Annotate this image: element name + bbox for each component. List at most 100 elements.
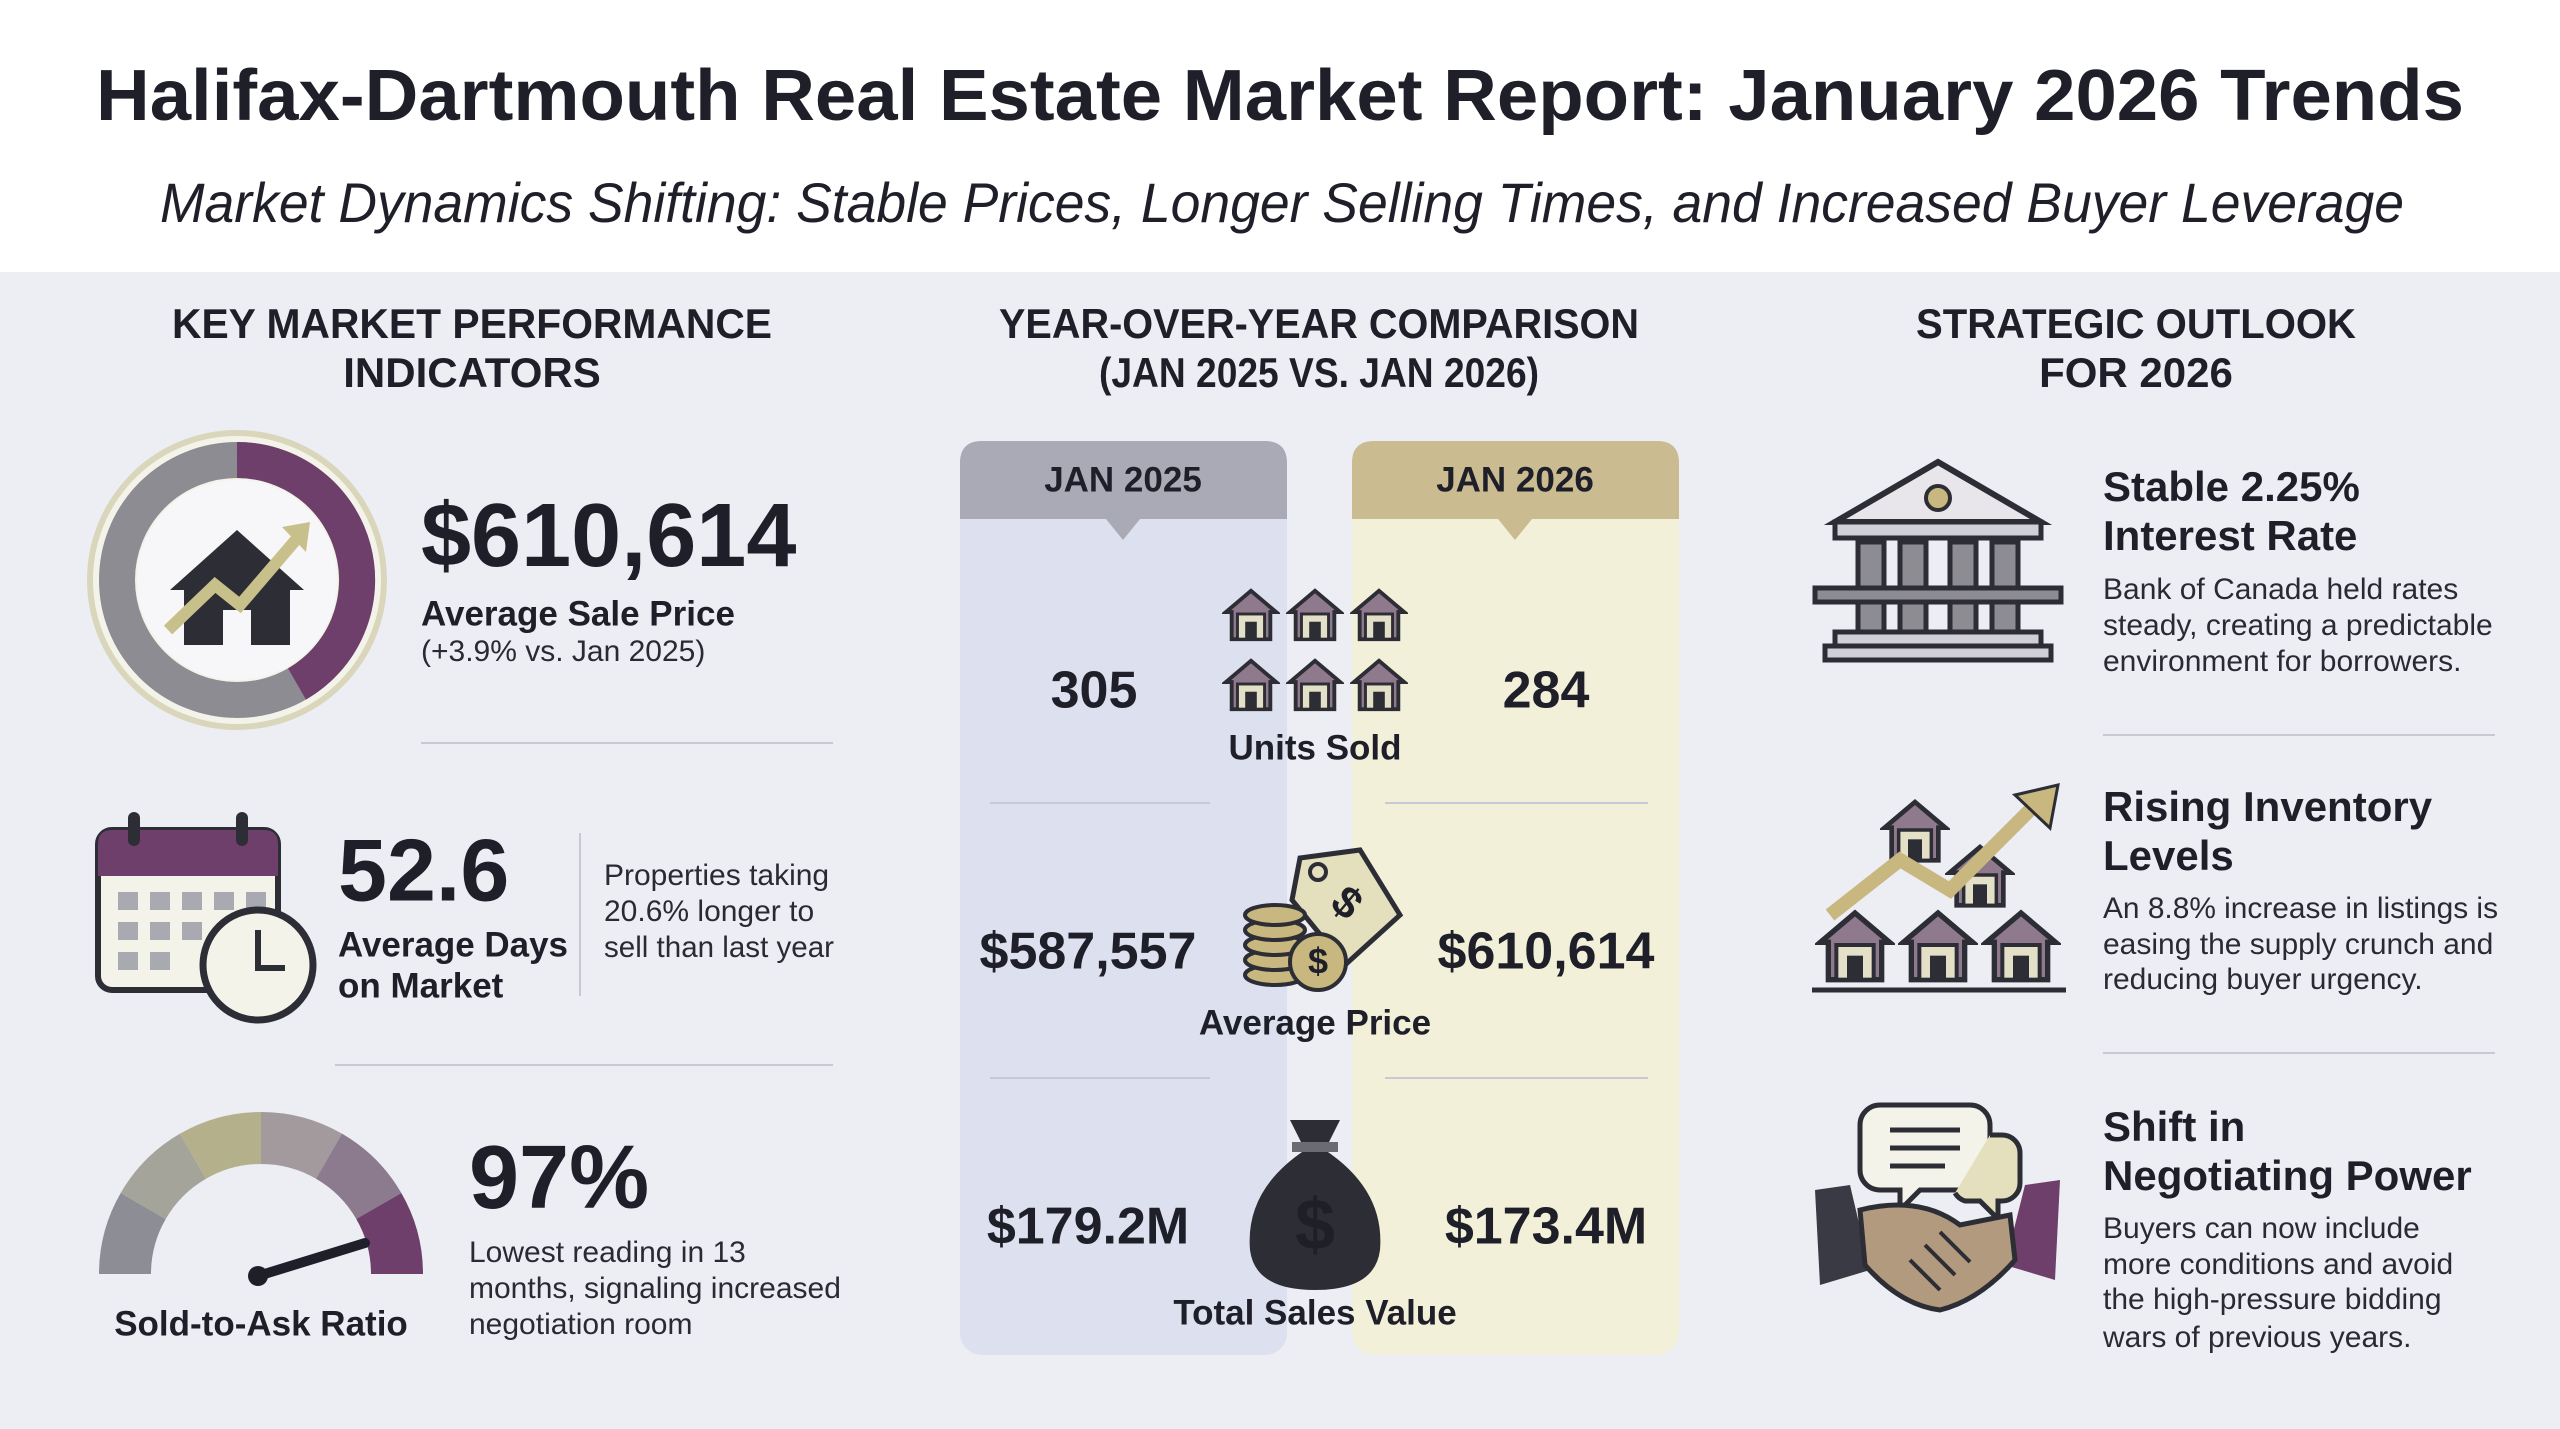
icon-shape xyxy=(355,1193,423,1275)
icon-shape xyxy=(99,1112,423,1275)
rows-values: $179.2M xyxy=(987,1198,1189,1256)
icon-shape xyxy=(1288,932,1348,992)
rows-label: Average Price xyxy=(1199,1003,1431,1042)
icon-shape xyxy=(1820,913,1889,980)
days-note: Properties taking xyxy=(604,859,829,892)
rows-label: Total Sales Value xyxy=(1173,1293,1456,1332)
items-text: reducing buyer urgency. xyxy=(2103,963,2423,996)
outlook-heading: STRATEGIC OUTLOOK xyxy=(1916,300,2356,347)
icon-shape xyxy=(1287,658,1343,712)
icon-shape xyxy=(182,922,202,940)
comparison-columns: JAN 2026 xyxy=(1436,460,1594,499)
icon-shape xyxy=(118,922,138,940)
icon-shape: $ xyxy=(1308,941,1328,982)
icon-shape xyxy=(1352,441,1679,540)
icon-shape xyxy=(1908,1230,1972,1292)
icon-shape xyxy=(1815,1185,1870,1285)
icon-shape xyxy=(99,1193,167,1275)
icon-shape xyxy=(315,1133,402,1220)
icon-shape xyxy=(282,522,310,552)
icon-shape xyxy=(236,812,248,846)
divider xyxy=(253,1238,370,1281)
rows-values: $173.4M xyxy=(1445,1198,1647,1256)
items-text: Bank of Canada held rates xyxy=(2103,573,2458,606)
icon-shape xyxy=(214,892,234,910)
days-note: sell than last year xyxy=(604,931,834,964)
icon-shape xyxy=(170,530,304,645)
icon-shape xyxy=(248,1266,268,1286)
items-text: Buyers can now include xyxy=(2103,1212,2420,1245)
items-text: steady, creating a predictable xyxy=(2103,609,2493,642)
icon-shape xyxy=(118,892,266,970)
icon-shape xyxy=(1243,903,1307,927)
icon-shape xyxy=(246,892,266,910)
days-value: 52.6 xyxy=(338,820,509,919)
items-text: environment for borrowers. xyxy=(2103,645,2461,678)
rows-values: $587,557 xyxy=(980,923,1197,981)
icon-shape xyxy=(2011,783,2060,831)
icon-shape xyxy=(1903,913,1972,980)
icon-shape xyxy=(1890,1127,1960,1169)
comparison-subheading: (JAN 2025 VS. JAN 2026) xyxy=(1099,349,1539,396)
icon-shape xyxy=(260,1112,342,1180)
icon-shape xyxy=(1308,862,1328,882)
days-note: 20.6% longer to xyxy=(604,895,814,928)
items-text: easing the supply crunch and xyxy=(2103,928,2493,961)
icon-shape xyxy=(150,892,170,910)
rows-values: 305 xyxy=(1051,662,1138,720)
icon-shape xyxy=(118,892,138,910)
rows-values: $610,614 xyxy=(1438,923,1655,981)
header-subtitle: Market Dynamics Shifting: Stable Prices,… xyxy=(160,171,2404,234)
kpi-heading: INDICATORS xyxy=(343,349,600,396)
price-note: (+3.9% vs. Jan 2025) xyxy=(421,635,705,668)
icon-shape xyxy=(118,952,138,970)
icon-shape xyxy=(1825,795,2045,921)
items-title: Negotiating Power xyxy=(2103,1152,2472,1199)
days-label: on Market xyxy=(338,966,504,1005)
icon-shape xyxy=(1812,585,2064,605)
items-title: Interest Rate xyxy=(2103,512,2357,559)
comparison-heading: YEAR-OVER-YEAR COMPARISON xyxy=(999,300,1639,347)
ratio-note: months, signaling increased xyxy=(469,1272,841,1305)
icon-shape xyxy=(2005,1180,2060,1280)
icon-shape xyxy=(150,952,170,970)
ratio-note: negotiation room xyxy=(469,1308,692,1341)
icon-shape xyxy=(1249,1120,1381,1290)
rows-label: Units Sold xyxy=(1228,728,1401,767)
icon-shape xyxy=(1287,588,1343,642)
header-title: Halifax-Dartmouth Real Estate Market Rep… xyxy=(96,56,2464,136)
icon-shape xyxy=(98,830,278,876)
icon-shape xyxy=(163,531,305,635)
items-title: Levels xyxy=(2103,832,2234,879)
outlook-heading: FOR 2026 xyxy=(2039,349,2233,396)
icon-shape xyxy=(120,1133,207,1220)
icon-shape xyxy=(960,441,1287,1355)
kpi-heading: KEY MARKET PERFORMANCE xyxy=(172,300,772,347)
icon-shape xyxy=(1885,802,1946,860)
icon-shape: $ xyxy=(1295,1185,1335,1265)
icon-shape xyxy=(128,812,140,846)
icon-shape xyxy=(150,922,170,940)
rows-values: 284 xyxy=(1503,662,1590,720)
items-text: more conditions and avoid xyxy=(2103,1248,2453,1281)
icon-shape xyxy=(180,1112,262,1180)
items-text: the high-pressure bidding xyxy=(2103,1283,2442,1316)
icon-shape xyxy=(236,442,376,700)
items-title: Rising Inventory xyxy=(2103,783,2433,830)
comparison-columns: JAN 2025 xyxy=(1044,460,1202,499)
icon-shape xyxy=(223,610,251,645)
ratio-label: Sold-to-Ask Ratio xyxy=(114,1304,408,1343)
icon-shape xyxy=(1924,484,1952,512)
icon-shape xyxy=(182,892,202,910)
items-text: An 8.8% increase in listings is xyxy=(2103,892,2498,925)
items-title: Shift in xyxy=(2103,1103,2245,1150)
price-label: Average Sale Price xyxy=(421,594,735,633)
icon-shape xyxy=(1952,1132,2023,1226)
days-label: Average Days xyxy=(338,925,568,964)
items-text: wars of previous years. xyxy=(2102,1321,2411,1354)
ratio-note: Lowest reading in 13 xyxy=(469,1236,746,1269)
icon-shape xyxy=(1352,441,1679,1355)
icon-shape xyxy=(1832,519,2044,541)
icon-shape xyxy=(1986,913,2055,980)
